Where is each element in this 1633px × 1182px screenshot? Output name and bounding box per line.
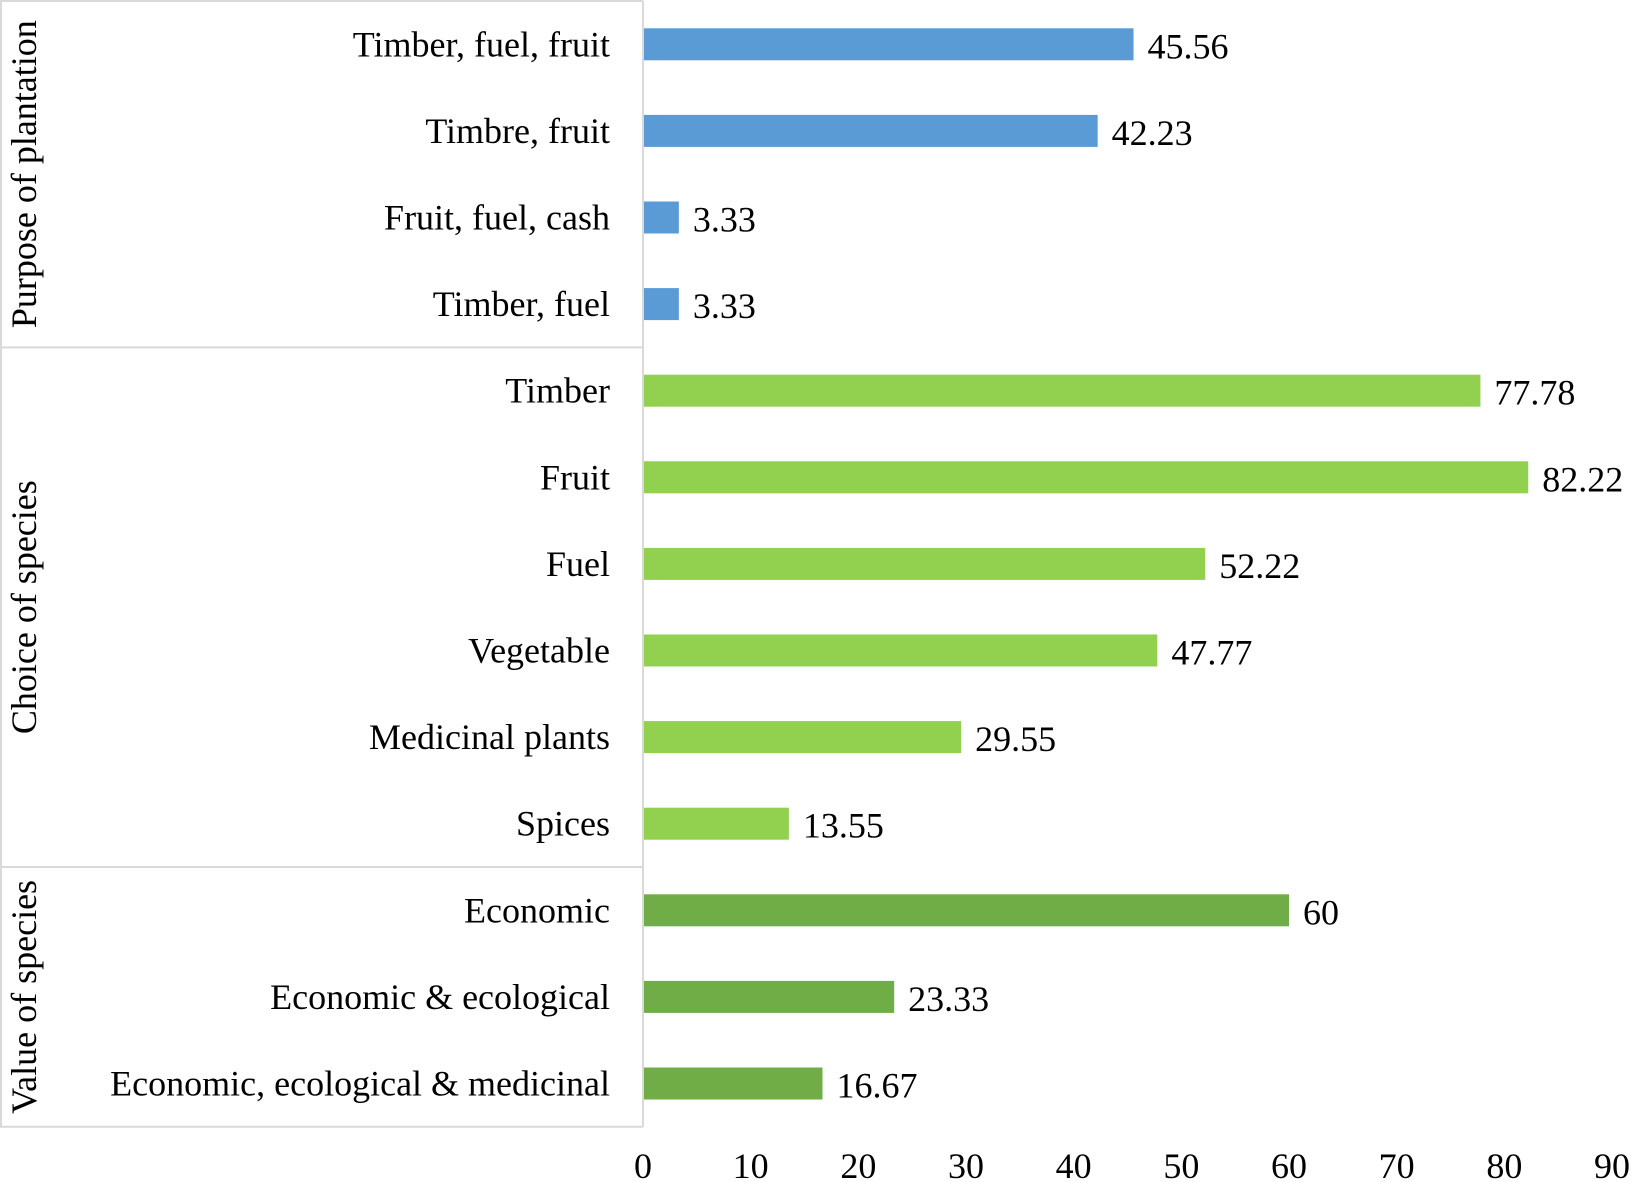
data-label: 3.33 — [693, 200, 756, 240]
bar — [643, 634, 1158, 667]
bar — [643, 374, 1481, 407]
data-label: 77.78 — [1494, 373, 1575, 413]
data-label: 82.22 — [1542, 459, 1623, 499]
bar — [643, 28, 1134, 61]
category-label: Economic, ecological & medicinal — [110, 1064, 610, 1104]
x-tick-label: 0 — [634, 1146, 652, 1182]
category-label: Fuel — [546, 544, 610, 584]
bar — [643, 980, 895, 1013]
bar — [643, 721, 962, 754]
x-tick-label: 70 — [1379, 1146, 1415, 1182]
data-label: 47.77 — [1171, 633, 1252, 673]
category-label: Economic & ecological — [270, 977, 610, 1017]
x-tick-label: 20 — [840, 1146, 876, 1182]
category-label: Medicinal plants — [369, 717, 610, 757]
data-label: 13.55 — [803, 806, 884, 846]
bar — [643, 288, 679, 321]
category-label: Timber, fuel — [433, 284, 610, 324]
x-tick-label: 60 — [1271, 1146, 1307, 1182]
category-label: Spices — [516, 804, 610, 844]
data-label: 3.33 — [693, 286, 756, 326]
data-label: 23.33 — [908, 979, 989, 1019]
data-label: 16.67 — [836, 1066, 917, 1106]
group-label: Value of species — [4, 880, 44, 1114]
category-label: Fruit — [540, 457, 610, 497]
category-label: Vegetable — [468, 631, 610, 671]
data-label: 42.23 — [1112, 113, 1193, 153]
bar — [643, 201, 679, 234]
bar — [643, 894, 1289, 927]
x-tick-label: 40 — [1056, 1146, 1092, 1182]
category-label: Fruit, fuel, cash — [384, 198, 610, 238]
data-label: 60 — [1303, 892, 1339, 932]
category-label: Timbre, fruit — [425, 111, 610, 151]
bar — [643, 1067, 823, 1100]
data-label: 45.56 — [1148, 26, 1229, 66]
category-label: Economic — [464, 890, 610, 930]
x-tick-label: 50 — [1163, 1146, 1199, 1182]
data-label: 52.22 — [1219, 546, 1300, 586]
x-tick-label: 10 — [733, 1146, 769, 1182]
x-tick-label: 30 — [948, 1146, 984, 1182]
group-label: Purpose of plantation — [4, 20, 44, 328]
bar — [643, 114, 1098, 147]
data-label: 29.55 — [975, 719, 1056, 759]
bar — [643, 461, 1529, 494]
bar — [643, 547, 1206, 580]
x-tick-label: 80 — [1486, 1146, 1522, 1182]
x-tick-label: 90 — [1594, 1146, 1630, 1182]
bar — [643, 807, 789, 840]
category-label: Timber, fuel, fruit — [353, 24, 610, 64]
category-label: Timber — [505, 371, 610, 411]
group-label: Choice of species — [4, 480, 44, 734]
